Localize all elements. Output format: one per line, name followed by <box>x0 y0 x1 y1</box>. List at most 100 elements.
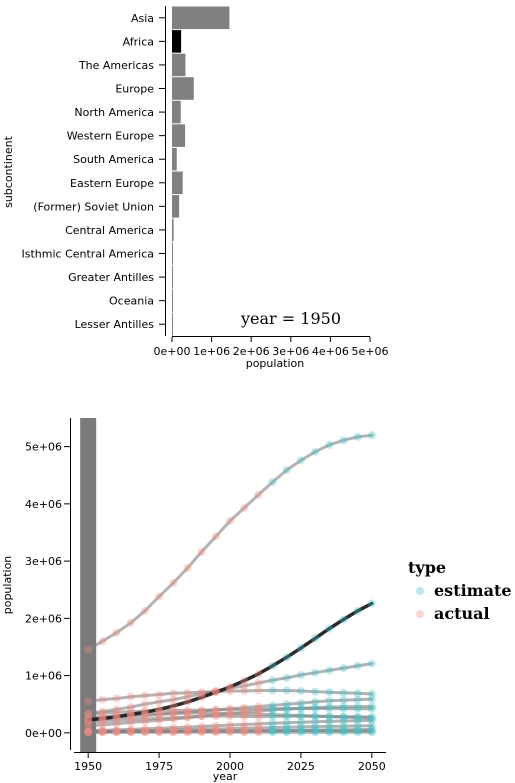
point-eastern-europe-1955 <box>98 712 107 721</box>
point-former-soviet-union-2010 <box>254 712 263 721</box>
point-the-americas-2000 <box>226 684 234 693</box>
point-oceania-2000 <box>226 727 234 736</box>
year-annotation: year = 1950 <box>240 309 341 328</box>
point-south-america-2015 <box>268 705 277 714</box>
point-asia-2030 <box>311 447 320 456</box>
line-x-axis-ticks: 1950 1975 2000 2025 2050 <box>74 753 386 773</box>
point-isthmic-central-america-2025 <box>296 722 305 731</box>
point-africa-1980 <box>169 701 178 710</box>
point-greater-antilles-1965 <box>126 727 135 736</box>
line-x-tick-label: 2050 <box>358 760 386 773</box>
line-africa <box>86 601 374 722</box>
point-former-soviet-union-1970 <box>140 715 149 723</box>
point-eastern-europe-1960 <box>112 711 121 720</box>
line-central-america <box>86 719 374 732</box>
point-lesser-antilles-2035 <box>325 728 334 737</box>
point-the-americas-2025 <box>296 671 305 679</box>
point-western-europe-1955 <box>98 709 107 718</box>
point-asia-1955 <box>98 637 107 646</box>
point-the-americas-1975 <box>155 697 164 706</box>
point-south-america-1970 <box>140 717 149 726</box>
legend-actual-label: actual <box>434 604 490 623</box>
point-europe-2045 <box>353 689 362 698</box>
point-north-america-1995 <box>211 705 220 714</box>
point-lesser-antilles-2030 <box>311 728 320 737</box>
bar-x-tick-label: 3e+06 <box>272 345 309 358</box>
point-former-soviet-union-1985 <box>183 712 192 721</box>
point-north-america-2040 <box>339 696 348 705</box>
point-eastern-europe-1975 <box>155 709 164 718</box>
point-greater-antilles-1990 <box>197 726 206 735</box>
point-eastern-europe-2020 <box>282 711 291 720</box>
point-africa-1970 <box>140 708 149 717</box>
point-former-soviet-union-2000 <box>226 712 234 721</box>
point-oceania-2005 <box>240 726 249 735</box>
point-south-america-2005 <box>240 708 249 717</box>
point-africa-2005 <box>240 676 249 685</box>
point-asia-2050 <box>367 431 376 440</box>
point-north-america-2010 <box>254 702 263 711</box>
legend-title: type <box>408 558 446 577</box>
point-isthmic-central-america-2020 <box>282 723 291 732</box>
point-former-soviet-union-1965 <box>126 715 135 724</box>
bar-label-north-america: North America <box>74 106 154 119</box>
point-asia-2005 <box>240 503 249 512</box>
point-isthmic-central-america-1950 <box>84 727 93 736</box>
point-former-soviet-union-2030 <box>311 712 320 721</box>
point-africa-1995 <box>211 688 220 697</box>
point-north-america-2025 <box>296 699 305 708</box>
bar-lesser-antilles <box>172 312 173 336</box>
point-south-america-2045 <box>353 702 362 711</box>
point-isthmic-central-america-2045 <box>353 722 362 730</box>
point-europe-2030 <box>311 687 320 696</box>
point-africa-2010 <box>254 669 263 678</box>
point-africa-1950 <box>84 715 93 724</box>
bar-asia <box>172 6 230 30</box>
point-lesser-antilles-2010 <box>254 728 263 737</box>
bar-central-america <box>172 218 174 242</box>
point-western-europe-2035 <box>325 704 334 713</box>
point-north-america-2000 <box>226 704 234 713</box>
point-isthmic-central-america-1955 <box>98 727 107 736</box>
point-western-europe-2025 <box>296 704 305 713</box>
point-lesser-antilles-2040 <box>339 728 348 737</box>
point-asia-1995 <box>211 532 220 541</box>
point-africa-2015 <box>268 661 277 670</box>
point-europe-1970 <box>140 691 149 700</box>
point-north-america-2015 <box>268 701 277 710</box>
line-asia <box>86 433 374 652</box>
point-western-europe-1970 <box>140 707 149 716</box>
line-x-tick-label: 2000 <box>216 760 244 773</box>
point-asia-2035 <box>325 440 334 449</box>
point-lesser-antilles-1985 <box>183 728 192 737</box>
point-the-americas-2030 <box>311 668 320 677</box>
point-asia-1950 <box>84 645 93 654</box>
point-eastern-europe-2045 <box>353 713 362 722</box>
point-lesser-antilles-1970 <box>140 728 149 737</box>
bar-eastern-europe <box>172 171 183 195</box>
point-former-soviet-union-1955 <box>98 717 107 726</box>
point-isthmic-central-america-1970 <box>140 726 149 735</box>
line-x-axis-title: year <box>213 770 238 783</box>
point-lesser-antilles-2020 <box>282 728 291 737</box>
point-south-america-1955 <box>98 720 107 729</box>
line-europe <box>86 689 374 703</box>
line-former-soviet-union <box>86 714 374 724</box>
point-former-soviet-union-2045 <box>353 712 362 721</box>
point-eastern-europe-1970 <box>140 710 149 719</box>
legend-actual-swatch <box>416 610 424 618</box>
point-central-america-1995 <box>211 721 220 730</box>
point-former-soviet-union-1995 <box>211 712 220 721</box>
bar-south-america <box>172 147 177 171</box>
point-asia-1975 <box>155 592 164 601</box>
point-central-america-2020 <box>282 718 291 727</box>
point-the-americas-2010 <box>254 679 263 687</box>
point-the-americas-1995 <box>211 687 220 695</box>
point-oceania-2010 <box>254 726 263 735</box>
point-central-america-2000 <box>226 721 234 729</box>
bar-label-asia: Asia <box>131 12 154 25</box>
point-the-americas-2015 <box>268 676 277 685</box>
point-greater-antilles-2010 <box>254 726 263 735</box>
point-the-americas-2040 <box>339 664 348 673</box>
point-greater-antilles-2030 <box>311 726 320 735</box>
